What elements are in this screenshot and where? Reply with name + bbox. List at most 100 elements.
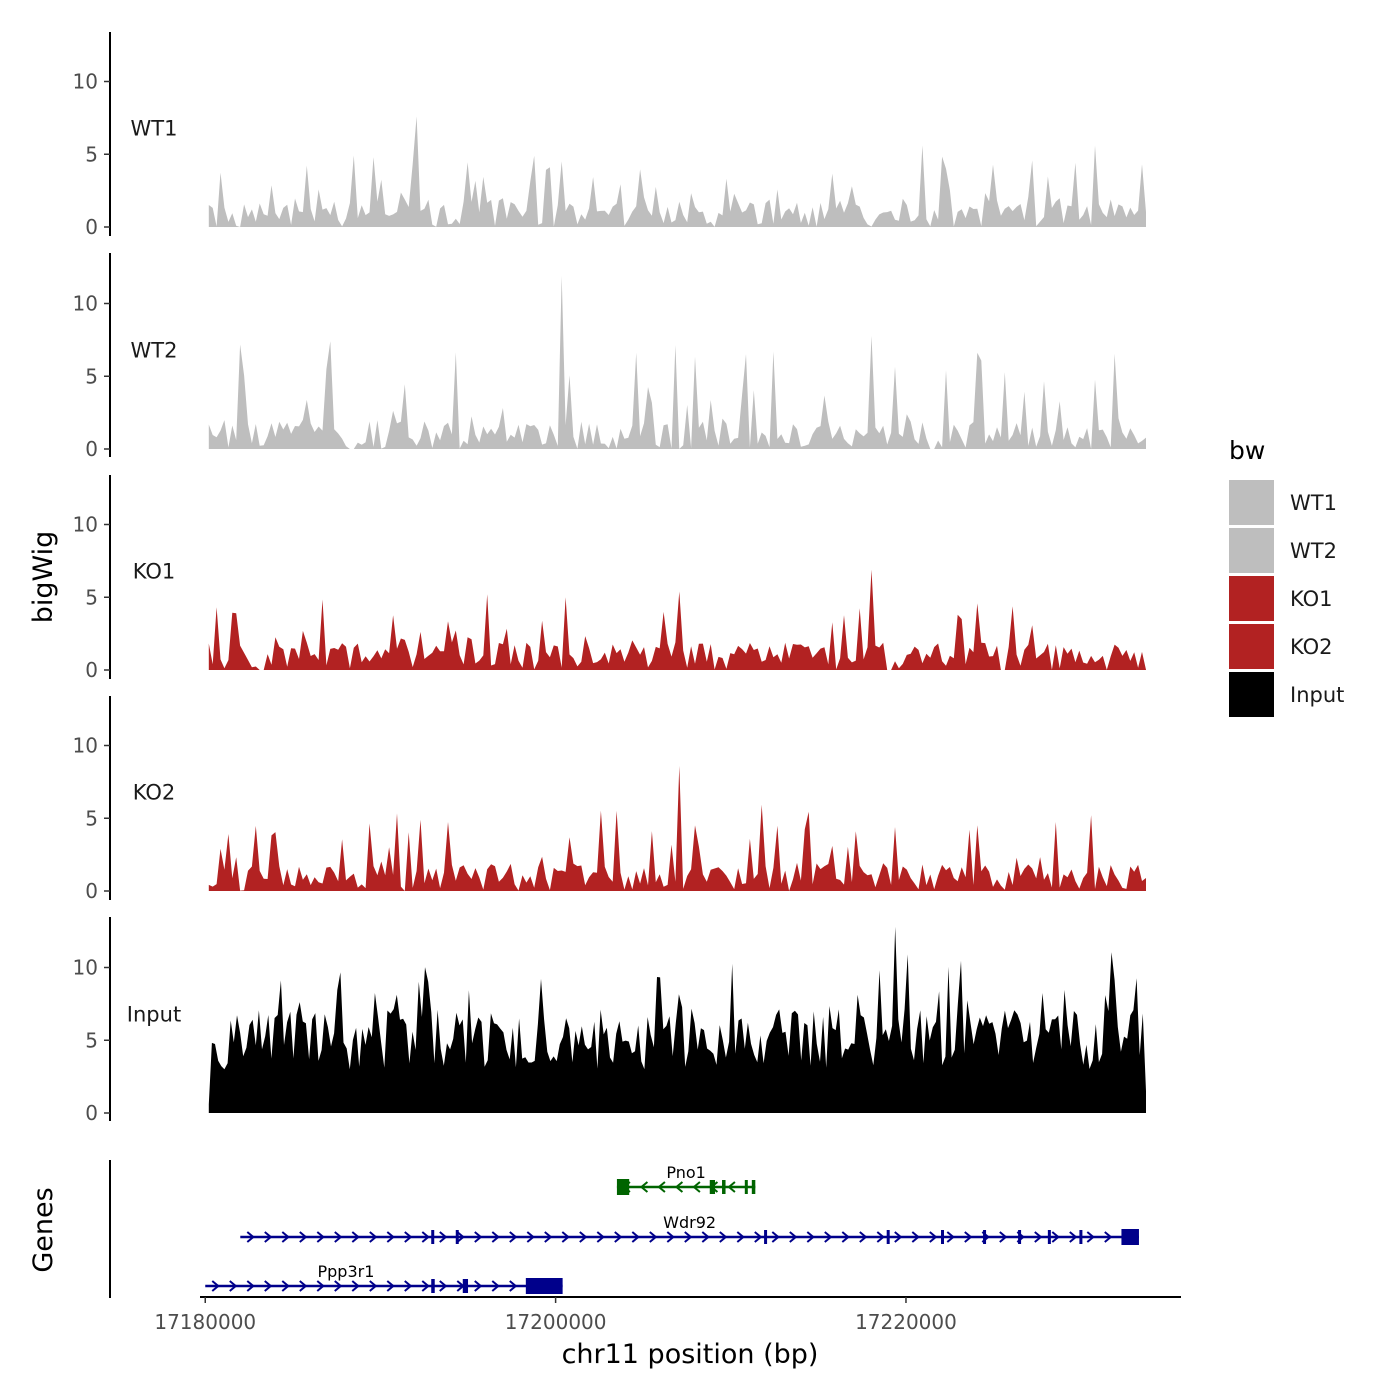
- y-tick-label: 0: [85, 879, 98, 903]
- strand-arrow: [421, 1280, 430, 1292]
- strand-arrow: [474, 1231, 483, 1243]
- y-axis-title: bigWig: [28, 531, 59, 624]
- track-label: WT2: [131, 338, 178, 362]
- gene-Wdr92: Wdr92: [240, 1213, 1139, 1245]
- legend-label: WT2: [1290, 539, 1337, 563]
- strand-arrow: [509, 1231, 518, 1243]
- strand-arrow: [719, 1231, 728, 1243]
- strand-arrow: [841, 1231, 850, 1243]
- strand-arrow: [491, 1231, 500, 1243]
- strand-arrow: [439, 1280, 448, 1292]
- strand-arrow: [299, 1231, 308, 1243]
- strand-arrow: [491, 1280, 500, 1292]
- legend-key-Input: [1229, 672, 1274, 717]
- gene-Pno1: Pno1: [616, 1163, 756, 1195]
- strand-arrow: [281, 1231, 290, 1243]
- y-tick-label: 10: [73, 734, 98, 758]
- y-tick-label: 5: [85, 364, 98, 388]
- track-label: Input: [127, 1002, 181, 1026]
- strand-arrow: [692, 1181, 701, 1193]
- exon: [941, 1230, 945, 1244]
- y-tick-label: 0: [85, 215, 98, 239]
- strand-arrow: [421, 1231, 430, 1243]
- y-tick-label: 0: [85, 1101, 98, 1125]
- strand-arrow: [666, 1231, 675, 1243]
- strand-arrow: [1069, 1231, 1078, 1243]
- x-axis-title: chr11 position (bp): [562, 1339, 819, 1370]
- strand-arrow: [674, 1181, 684, 1193]
- exon: [983, 1230, 987, 1244]
- exon: [525, 1278, 563, 1294]
- x-axis: 17180000 17200000 17220000: [154, 1296, 1181, 1334]
- y-tick-label: 10: [73, 513, 98, 537]
- strand-arrow: [876, 1231, 885, 1243]
- exon: [744, 1180, 748, 1194]
- legend-label: KO2: [1290, 635, 1333, 659]
- legend-label: Input: [1290, 683, 1344, 707]
- legend: bw WT1 WT2 KO1 KO2 Input: [1229, 436, 1344, 717]
- strand-arrow: [456, 1231, 465, 1243]
- exon: [709, 1180, 716, 1194]
- exon: [616, 1179, 630, 1195]
- strand-arrow: [316, 1280, 325, 1292]
- strand-arrow: [806, 1231, 815, 1243]
- exon: [431, 1230, 435, 1244]
- exon: [764, 1230, 768, 1244]
- strand-arrow: [544, 1231, 553, 1243]
- x-tick-label: 17180000: [154, 1310, 256, 1334]
- strand-arrow: [771, 1231, 780, 1243]
- strand-arrow: [351, 1280, 360, 1292]
- y-tick-label: 10: [73, 292, 98, 316]
- y-tick-label: 5: [85, 142, 98, 166]
- strand-arrow: [964, 1231, 973, 1243]
- track-WT1: 0 5 10 WT1: [73, 32, 1147, 239]
- signal-area-KO2: [208, 765, 1147, 891]
- gene-Ppp3r1: Ppp3r1: [205, 1262, 563, 1294]
- y-tick-label: 10: [73, 70, 98, 94]
- exon: [1018, 1230, 1022, 1244]
- gene-label: Pno1: [666, 1163, 705, 1182]
- legend-key-WT1: [1229, 480, 1274, 525]
- exon: [1047, 1230, 1051, 1244]
- strand-arrow: [334, 1280, 343, 1292]
- strand-arrow: [657, 1181, 666, 1193]
- strand-arrow: [561, 1231, 570, 1243]
- strand-arrow: [386, 1280, 395, 1292]
- strand-arrow: [229, 1280, 238, 1292]
- y-tick-label: 0: [85, 658, 98, 682]
- exon: [462, 1279, 469, 1293]
- strand-arrow: [727, 1181, 736, 1193]
- track-KO2: 0 5 10 KO2: [73, 696, 1147, 903]
- strand-arrow: [246, 1280, 255, 1292]
- exon: [1079, 1230, 1083, 1244]
- track-KO1: 0 5 10 KO1: [73, 475, 1147, 682]
- legend-label: KO1: [1290, 587, 1333, 611]
- strand-arrow: [404, 1280, 413, 1292]
- strand-arrow: [334, 1231, 343, 1243]
- genes-axis-title: Genes: [28, 1187, 59, 1272]
- strand-arrow: [369, 1231, 378, 1243]
- signal-area-WT2: [208, 275, 1147, 449]
- exon: [431, 1279, 435, 1293]
- y-tick-label: 5: [85, 585, 98, 609]
- strand-arrow: [789, 1231, 798, 1243]
- strand-arrow: [639, 1181, 649, 1193]
- strand-arrow: [649, 1231, 658, 1243]
- signal-area-WT1: [208, 116, 1147, 227]
- y-tick-label: 5: [85, 806, 98, 830]
- y-tick-label: 0: [85, 437, 98, 461]
- x-tick-label: 17220000: [855, 1310, 957, 1334]
- strand-arrow: [1034, 1231, 1043, 1243]
- strand-arrow: [946, 1231, 955, 1243]
- signal-area-Input: [208, 926, 1147, 1113]
- strand-arrow: [439, 1231, 448, 1243]
- strand-arrow: [281, 1280, 290, 1292]
- strand-arrow: [929, 1231, 938, 1243]
- legend-key-WT2: [1229, 528, 1274, 573]
- legend-label: WT1: [1290, 491, 1337, 515]
- strand-arrow: [701, 1231, 710, 1243]
- strand-arrow: [824, 1231, 833, 1243]
- track-label: WT1: [131, 116, 178, 140]
- signal-tracks: 0 5 10 WT1 0 5 10 WT2 0 5 10 KO1 0 5 10 KO2 0 5 10 Input: [73, 32, 1147, 1125]
- strand-arrow: [474, 1280, 483, 1292]
